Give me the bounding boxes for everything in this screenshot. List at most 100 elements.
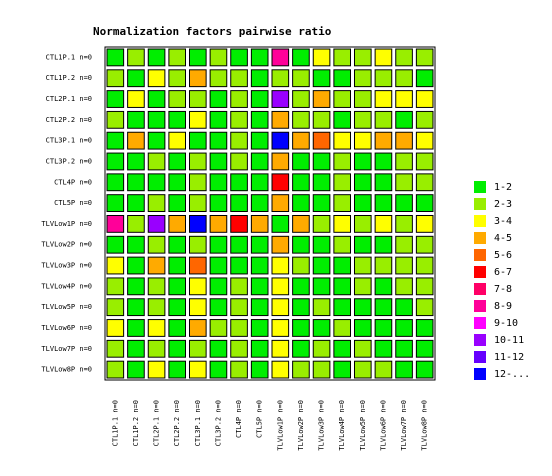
heat-cell xyxy=(127,277,145,296)
row-label: TLVLow1P n=0 xyxy=(41,220,92,228)
row-label: CTL2P.1 n=0 xyxy=(46,95,92,103)
heat-cell xyxy=(312,69,331,88)
heat-cell xyxy=(189,235,207,254)
heat-cell xyxy=(127,298,145,317)
heat-cell xyxy=(147,256,166,275)
heat-cell xyxy=(168,152,186,171)
heat-cell xyxy=(250,360,269,379)
heat-cell xyxy=(106,152,125,171)
heat-cell xyxy=(147,235,166,254)
legend-label: 4-5 xyxy=(494,233,512,244)
heat-cell xyxy=(374,131,393,150)
heat-cell xyxy=(374,277,393,296)
heat-cell xyxy=(168,298,186,317)
heat-cell xyxy=(292,110,310,129)
heat-cell xyxy=(333,69,351,88)
heat-cell xyxy=(354,90,372,108)
heat-cell xyxy=(209,110,228,129)
heat-cell xyxy=(230,215,248,233)
heat-cell xyxy=(106,298,125,317)
heat-cell xyxy=(106,131,125,150)
heat-cell xyxy=(292,298,310,317)
heat-cell xyxy=(395,110,413,129)
heat-cell xyxy=(374,152,393,171)
heat-cell xyxy=(168,90,186,108)
heat-cell xyxy=(147,173,166,192)
heat-cell xyxy=(271,277,290,296)
heat-cell xyxy=(312,339,331,358)
heat-cell xyxy=(230,194,248,212)
legend-label: 6-7 xyxy=(494,267,512,278)
column-label: TLVLow2P n=0 xyxy=(297,400,305,451)
row-label: TLVLow3P n=0 xyxy=(41,262,92,270)
heat-cell xyxy=(312,215,331,233)
legend-swatch xyxy=(474,283,486,295)
heat-cell xyxy=(415,90,434,108)
heat-cell xyxy=(271,235,290,254)
heat-cell xyxy=(292,277,310,296)
heat-cell xyxy=(271,215,290,233)
heat-cell xyxy=(209,152,228,171)
column-label: TLVLow5P n=0 xyxy=(359,400,367,451)
heat-cell xyxy=(127,90,145,108)
heat-cell xyxy=(333,298,351,317)
heat-cell xyxy=(189,298,207,317)
column-label: CTL4P n=0 xyxy=(235,400,243,438)
heat-cell xyxy=(106,319,125,337)
heat-cell xyxy=(395,360,413,379)
heat-cell xyxy=(354,256,372,275)
heat-cell xyxy=(189,173,207,192)
heat-cell xyxy=(333,131,351,150)
heat-cell xyxy=(106,215,125,233)
heat-cell xyxy=(106,173,125,192)
heat-cell xyxy=(374,298,393,317)
heat-cell xyxy=(312,256,331,275)
legend-label: 5-6 xyxy=(494,250,512,261)
legend-swatch xyxy=(474,317,486,329)
heat-cell xyxy=(415,339,434,358)
heat-cell xyxy=(127,69,145,88)
heat-cell xyxy=(189,339,207,358)
column-label: CTL2P.1 n=0 xyxy=(153,400,161,446)
chart-title: Normalization factors pairwise ratio xyxy=(93,25,332,38)
heat-cell xyxy=(415,69,434,88)
heat-cell xyxy=(250,131,269,150)
heat-cell xyxy=(230,131,248,150)
legend-swatch xyxy=(474,232,486,244)
heat-cell xyxy=(168,194,186,212)
heat-cell xyxy=(250,235,269,254)
heat-cell xyxy=(230,90,248,108)
row-label: CTL3P.2 n=0 xyxy=(46,157,92,165)
heat-cell xyxy=(415,48,434,67)
heat-cell xyxy=(271,48,290,67)
heat-cell xyxy=(168,173,186,192)
column-label: CTL2P.2 n=0 xyxy=(173,400,181,446)
heat-cell xyxy=(354,194,372,212)
heat-cell xyxy=(168,69,186,88)
legend-swatch xyxy=(474,368,486,380)
heat-cell xyxy=(147,298,166,317)
column-label: TLVLow3P n=0 xyxy=(318,400,326,451)
heat-cell xyxy=(209,48,228,67)
heat-cell xyxy=(354,152,372,171)
heat-cell xyxy=(415,360,434,379)
heat-cell xyxy=(127,360,145,379)
heat-cell xyxy=(250,277,269,296)
heat-cell xyxy=(333,360,351,379)
heat-cell xyxy=(415,152,434,171)
heat-cell xyxy=(395,90,413,108)
heat-cell xyxy=(415,319,434,337)
heat-cell xyxy=(312,90,331,108)
heat-cell xyxy=(189,256,207,275)
heat-cell xyxy=(230,110,248,129)
heat-cell xyxy=(106,277,125,296)
legend-swatch xyxy=(474,351,486,363)
heat-cell xyxy=(209,131,228,150)
heat-cell xyxy=(271,360,290,379)
heat-cell xyxy=(312,152,331,171)
heat-cell xyxy=(189,360,207,379)
heat-cell xyxy=(395,194,413,212)
heat-cell xyxy=(189,90,207,108)
heat-cell xyxy=(209,194,228,212)
heat-cell xyxy=(209,173,228,192)
